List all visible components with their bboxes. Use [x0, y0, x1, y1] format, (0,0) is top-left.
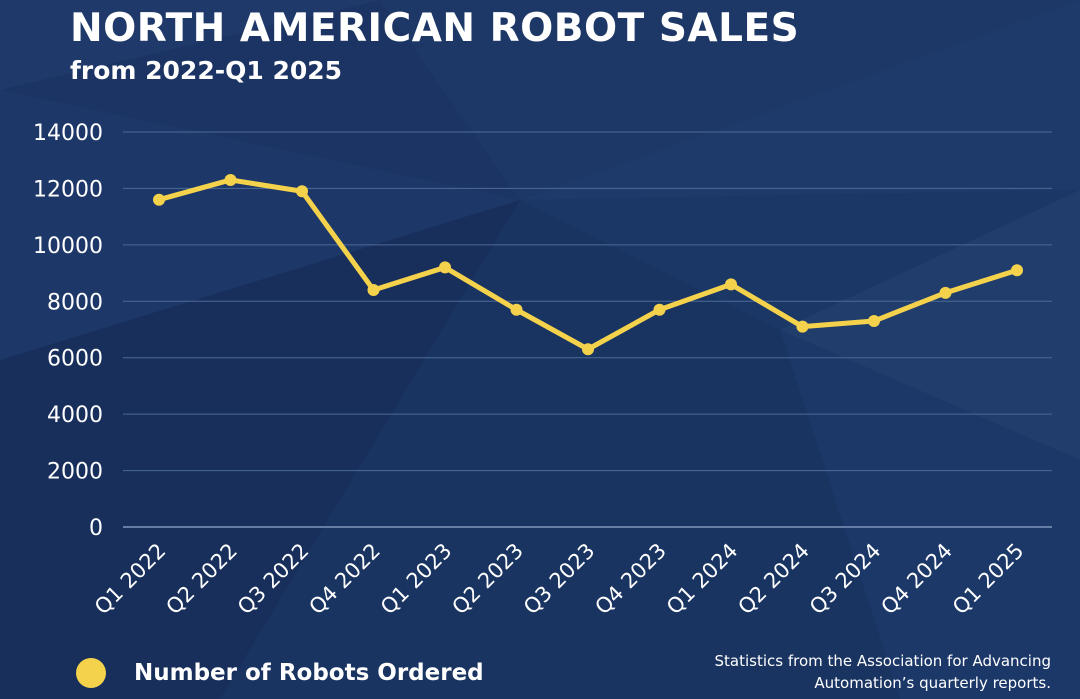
y-tick-label: 12000: [33, 177, 103, 202]
data-point: [796, 320, 809, 333]
x-tick-label: Q1 2024: [662, 539, 743, 620]
x-tick-label: Q3 2024: [805, 539, 886, 620]
y-tick-label: 6000: [47, 347, 103, 372]
x-tick-label: Q4 2023: [590, 539, 671, 620]
x-tick-label: Q2 2023: [447, 539, 528, 620]
x-tick-label: Q1 2022: [90, 539, 171, 620]
x-tick-label: Q1 2023: [376, 539, 457, 620]
data-point: [367, 284, 380, 296]
y-tick-label: 14000: [33, 121, 103, 146]
x-tick-label: Q3 2023: [519, 539, 600, 620]
data-point: [939, 286, 952, 299]
y-tick-label: 10000: [33, 234, 103, 259]
source-line-1: Statistics from the Association for Adva…: [714, 652, 1051, 670]
data-point: [510, 303, 523, 316]
x-tick-label: Q3 2022: [233, 539, 314, 620]
data-point: [296, 185, 308, 198]
data-point: [439, 261, 451, 274]
chart-title: NORTH AMERICAN ROBOT SALES: [70, 6, 800, 51]
y-axis-tick-labels: 0 2000 4000 6000 8000 10000 12000 14000: [33, 121, 103, 541]
data-point: [153, 193, 165, 206]
source-note: Statistics from the Association for Adva…: [631, 650, 1051, 694]
x-tick-label: Q2 2022: [161, 539, 242, 620]
x-tick-label: Q1 2025: [948, 539, 1029, 620]
data-point: [1011, 264, 1023, 277]
y-tick-label: 4000: [47, 403, 103, 428]
legend-swatch: [76, 658, 106, 688]
y-tick-label: 2000: [47, 460, 103, 485]
grid-lines: [123, 131, 1052, 528]
source-line-2: Automation’s quarterly reports.: [814, 674, 1051, 692]
data-point: [653, 303, 666, 316]
x-tick-label: Q2 2024: [733, 539, 814, 620]
series-line: [156, 177, 1020, 352]
data-point: [582, 343, 594, 356]
data-point: [224, 173, 237, 186]
chart-subtitle: from 2022-Q1 2025: [70, 56, 343, 85]
x-tick-label: Q4 2024: [876, 539, 957, 620]
legend: Number of Robots Ordered: [76, 655, 484, 691]
series-layer: [153, 173, 1023, 356]
x-tick-label: Q4 2022: [304, 539, 385, 620]
y-tick-label: 8000: [47, 290, 103, 315]
legend-label: Number of Robots Ordered: [134, 660, 484, 686]
data-point: [868, 315, 880, 328]
data-point: [725, 278, 737, 291]
y-tick-label: 0: [89, 516, 103, 541]
